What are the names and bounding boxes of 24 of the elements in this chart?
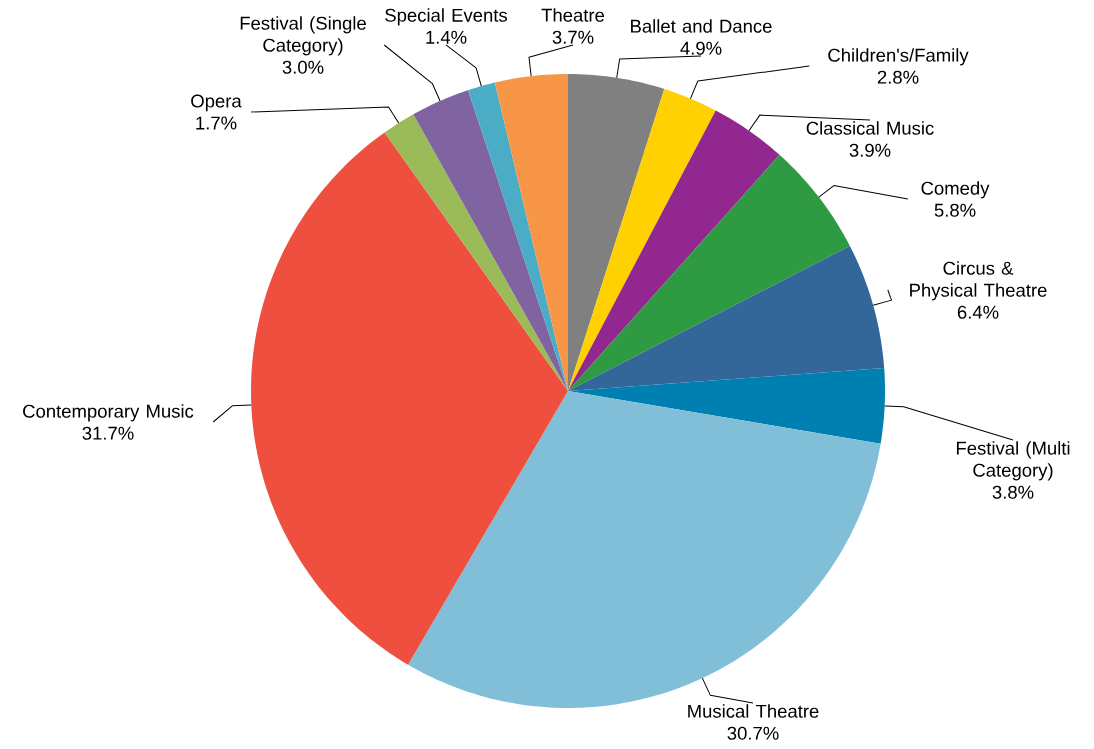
data-label: 1.4% xyxy=(426,30,467,44)
slice-label: Special Events xyxy=(385,8,508,26)
slice-label: Children's/Family xyxy=(828,48,969,66)
data-label: 2.8% xyxy=(877,70,919,84)
slice-label: Comedy xyxy=(921,181,990,199)
slice-label: Festival (Multi Category) xyxy=(956,441,1070,481)
slice-label: Contemporary Music xyxy=(23,404,194,422)
slice-label: Theatre xyxy=(541,8,605,22)
data-label: 31.7% xyxy=(82,426,134,440)
data-label: 3.9% xyxy=(849,143,891,157)
data-label: 5.8% xyxy=(934,203,976,217)
data-label: 3.7% xyxy=(552,30,594,44)
data-label: 3.8% xyxy=(992,485,1034,499)
slice-label: Circus & Physical Theatre xyxy=(910,261,1047,301)
data-label: 6.4% xyxy=(957,305,999,319)
slice-label: Classical Music xyxy=(806,121,934,135)
slice-label: Ballet and Dance xyxy=(631,19,772,33)
slice-label: Festival (Single Category) xyxy=(240,16,366,56)
data-label: 3.0% xyxy=(282,60,324,74)
slice-label: Opera xyxy=(191,94,242,112)
data-label: 4.9% xyxy=(680,41,722,55)
data-label: 1.7% xyxy=(196,116,237,130)
data-label: 30.7% xyxy=(727,726,779,740)
slice-label: Musical Theatre xyxy=(688,704,819,718)
